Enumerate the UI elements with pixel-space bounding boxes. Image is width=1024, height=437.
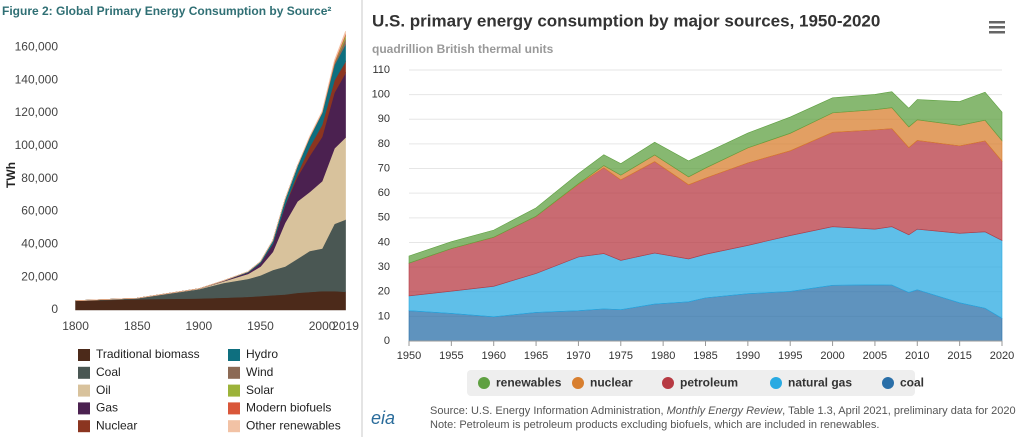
- y-tick-label: 90: [378, 113, 390, 125]
- x-tick-label: 1970: [566, 350, 590, 362]
- source-part: Monthly Energy Review: [667, 405, 784, 417]
- legend-swatch: [78, 349, 90, 361]
- y-tick-label: 20,000: [21, 269, 58, 283]
- x-tick-label: 2020: [990, 350, 1014, 362]
- legend-marker: [662, 377, 674, 389]
- legend-label: natural gas: [788, 376, 852, 390]
- source-part: Source: U.S. Energy Information Administ…: [430, 405, 667, 417]
- y-tick-label: 50: [378, 212, 390, 224]
- legend-marker: [478, 377, 490, 389]
- menu-bar[interactable]: [989, 26, 1005, 29]
- y-tick-label: 40: [378, 236, 390, 248]
- x-tick-label: 1950: [397, 350, 421, 362]
- legend-swatch: [78, 384, 90, 397]
- chart-title: U.S. primary energy consumption by major…: [372, 11, 880, 30]
- y-tick-label: 0: [384, 335, 390, 347]
- menu-bar[interactable]: [989, 31, 1005, 34]
- x-tick-label: 2005: [863, 350, 887, 362]
- y-tick-label: 10: [378, 310, 390, 322]
- legend-label: Oil: [96, 383, 111, 397]
- x-tick-label: 1950: [247, 319, 274, 333]
- x-tick-label: 1995: [778, 350, 802, 362]
- legend-label: Modern biofuels: [246, 401, 331, 415]
- legend-swatch: [78, 366, 90, 379]
- x-tick-label: 1850: [124, 319, 151, 333]
- legend-label: renewables: [496, 376, 562, 390]
- source-text: Source: U.S. Energy Information Administ…: [430, 405, 1016, 417]
- x-tick-label: 1900: [185, 319, 212, 333]
- legend-label: Gas: [96, 401, 118, 415]
- menu-bar[interactable]: [989, 21, 1005, 24]
- y-tick-label: 40,000: [21, 237, 58, 251]
- legend-label: petroleum: [680, 376, 738, 390]
- x-tick-label: 2010: [905, 350, 929, 362]
- legend-swatch: [228, 349, 240, 361]
- y-tick-label: 80,000: [21, 171, 58, 185]
- legend-label: nuclear: [590, 376, 633, 390]
- chart-title: Figure 2: Global Primary Energy Consumpt…: [2, 4, 331, 18]
- legend-label: Hydro: [246, 347, 278, 361]
- legend-swatch: [78, 420, 90, 433]
- source-part: , Table 1.3, April 2021, preliminary dat…: [782, 405, 1015, 417]
- legend-label: Traditional biomass: [96, 347, 200, 361]
- areas: [75, 31, 346, 311]
- x-tick-label: 1960: [481, 350, 505, 362]
- x-tick-label: 2015: [947, 350, 971, 362]
- x-tick-label: 2000: [820, 350, 844, 362]
- y-tick-label: 100: [372, 89, 390, 101]
- y-tick-label: 30: [378, 261, 390, 273]
- y-tick-label: 60,000: [21, 204, 58, 218]
- legend-swatch: [228, 402, 240, 415]
- legend-label: Other renewables: [246, 418, 341, 432]
- areas: [408, 91, 1003, 342]
- y-tick-label: 120,000: [15, 105, 59, 119]
- legend-label: coal: [900, 376, 924, 390]
- note-text: Note: Petroleum is petroleum products ex…: [430, 419, 879, 431]
- legend-swatch: [228, 384, 240, 397]
- legend-swatch: [228, 366, 240, 379]
- legend-marker: [572, 377, 584, 389]
- y-tick-label: 80: [378, 138, 390, 150]
- y-tick-label: 140,000: [15, 72, 59, 86]
- legend-label: Coal: [96, 365, 121, 379]
- x-tick-label: 1985: [693, 350, 717, 362]
- legend-label: Wind: [246, 365, 273, 379]
- x-tick-label: 1955: [439, 350, 463, 362]
- x-tick-label: 1965: [524, 350, 548, 362]
- chart-subtitle: quadrillion British thermal units: [372, 42, 554, 56]
- legend-label: Solar: [246, 383, 274, 397]
- x-tick-label: 1980: [651, 350, 675, 362]
- logo: eia: [371, 408, 395, 428]
- area: [75, 31, 346, 301]
- legend-marker: [882, 377, 894, 389]
- legend-swatch: [78, 402, 90, 415]
- y-tick-label: 0: [51, 302, 58, 316]
- legend-marker: [770, 377, 782, 389]
- x-tick-label: 1975: [609, 350, 633, 362]
- x-tick-label: 2000: [309, 319, 336, 333]
- y-tick-label: 20: [378, 286, 390, 298]
- y-tick-label: 100,000: [15, 138, 59, 152]
- x-tick-label: 2019: [332, 319, 359, 333]
- y-tick-label: 160,000: [15, 40, 59, 54]
- y-axis-label: TWh: [4, 162, 18, 188]
- y-tick-label: 110: [372, 64, 390, 76]
- y-tick-label: 70: [378, 162, 390, 174]
- legend-label: Nuclear: [96, 418, 137, 432]
- legend-box: [467, 370, 915, 396]
- legend-swatch: [228, 420, 240, 433]
- x-tick-label: 1800: [62, 319, 89, 333]
- area: [408, 91, 1003, 264]
- x-tick-label: 1990: [736, 350, 760, 362]
- menu-icon[interactable]: [989, 21, 1005, 34]
- y-tick-label: 60: [378, 187, 390, 199]
